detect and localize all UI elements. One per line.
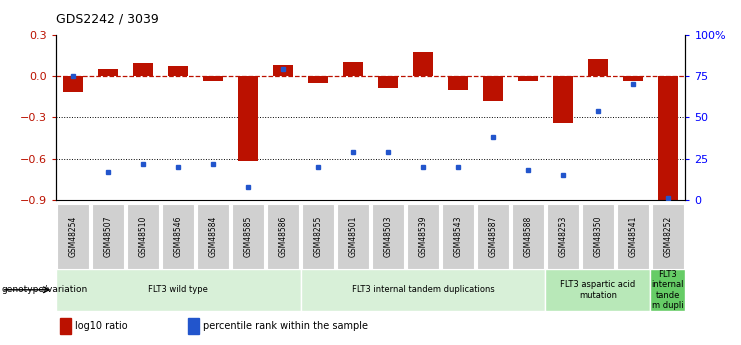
- Bar: [64, 76, 83, 92]
- Text: GSM48539: GSM48539: [419, 216, 428, 257]
- Text: FLT3 wild type: FLT3 wild type: [148, 285, 208, 294]
- Text: FLT3 aspartic acid
mutation: FLT3 aspartic acid mutation: [560, 280, 636, 299]
- FancyBboxPatch shape: [372, 204, 404, 269]
- FancyBboxPatch shape: [512, 204, 544, 269]
- Bar: [99, 69, 118, 76]
- Bar: [204, 76, 222, 81]
- FancyBboxPatch shape: [408, 204, 439, 269]
- Text: GSM48501: GSM48501: [348, 216, 357, 257]
- Bar: [448, 76, 468, 90]
- Text: GSM48350: GSM48350: [594, 216, 602, 257]
- Text: GSM48252: GSM48252: [663, 216, 672, 257]
- Text: percentile rank within the sample: percentile rank within the sample: [203, 321, 368, 331]
- Bar: [168, 66, 187, 76]
- FancyBboxPatch shape: [57, 204, 89, 269]
- Text: GSM48503: GSM48503: [384, 216, 393, 257]
- FancyBboxPatch shape: [127, 204, 159, 269]
- Text: FLT3 internal tandem duplications: FLT3 internal tandem duplications: [352, 285, 494, 294]
- Bar: [308, 76, 328, 83]
- FancyBboxPatch shape: [93, 204, 124, 269]
- Text: genotype/variation: genotype/variation: [1, 285, 87, 294]
- FancyBboxPatch shape: [547, 204, 579, 269]
- FancyBboxPatch shape: [302, 204, 333, 269]
- FancyBboxPatch shape: [337, 204, 369, 269]
- FancyBboxPatch shape: [582, 204, 614, 269]
- FancyBboxPatch shape: [477, 204, 509, 269]
- Text: GSM48546: GSM48546: [173, 216, 182, 257]
- Text: GSM48254: GSM48254: [69, 216, 78, 257]
- Text: log10 ratio: log10 ratio: [76, 321, 128, 331]
- FancyBboxPatch shape: [56, 269, 301, 310]
- FancyBboxPatch shape: [162, 204, 194, 269]
- Text: GDS2242 / 3039: GDS2242 / 3039: [56, 13, 159, 26]
- FancyBboxPatch shape: [651, 269, 685, 310]
- Text: GSM48587: GSM48587: [488, 216, 497, 257]
- Bar: [343, 62, 362, 76]
- FancyBboxPatch shape: [617, 204, 648, 269]
- FancyBboxPatch shape: [545, 269, 651, 310]
- Bar: [239, 76, 258, 161]
- Text: GSM48507: GSM48507: [104, 216, 113, 257]
- Text: GSM48584: GSM48584: [208, 216, 218, 257]
- Bar: [623, 76, 642, 81]
- Bar: [588, 59, 608, 76]
- Text: GSM48585: GSM48585: [244, 216, 253, 257]
- FancyBboxPatch shape: [232, 204, 264, 269]
- Bar: [519, 76, 537, 81]
- Text: GSM48541: GSM48541: [628, 216, 637, 257]
- Text: FLT3
internal
tande
m dupli: FLT3 internal tande m dupli: [651, 270, 684, 310]
- Text: GSM48588: GSM48588: [523, 216, 533, 257]
- FancyBboxPatch shape: [268, 204, 299, 269]
- Bar: [554, 76, 573, 123]
- Text: GSM48543: GSM48543: [453, 216, 462, 257]
- Bar: [413, 52, 433, 76]
- FancyBboxPatch shape: [652, 204, 684, 269]
- Text: GSM48253: GSM48253: [559, 216, 568, 257]
- Bar: [273, 65, 293, 76]
- FancyBboxPatch shape: [301, 269, 545, 310]
- Bar: [133, 63, 153, 76]
- Bar: [187, 318, 199, 334]
- Bar: [379, 76, 398, 88]
- Text: GSM48510: GSM48510: [139, 216, 147, 257]
- FancyBboxPatch shape: [197, 204, 229, 269]
- Bar: [60, 318, 71, 334]
- FancyBboxPatch shape: [442, 204, 473, 269]
- Bar: [483, 76, 502, 101]
- Text: GSM48586: GSM48586: [279, 216, 288, 257]
- Bar: [658, 76, 677, 204]
- Text: GSM48255: GSM48255: [313, 216, 322, 257]
